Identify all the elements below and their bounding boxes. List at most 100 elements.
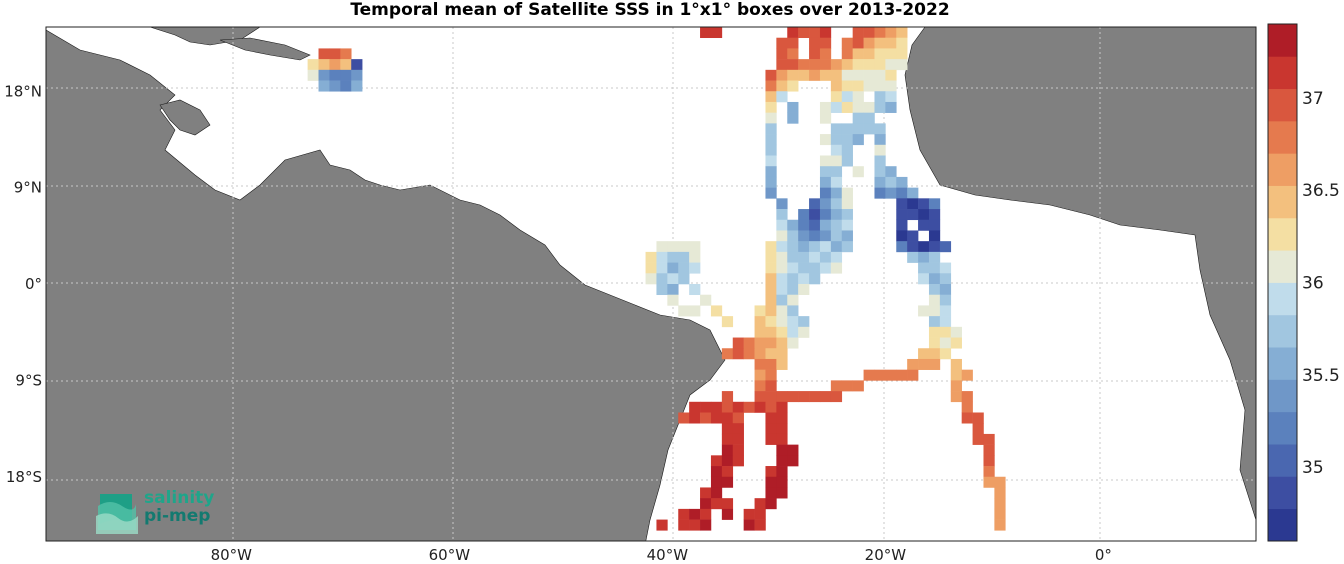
colorbar-segment	[1268, 24, 1297, 57]
sss-cell	[765, 262, 777, 274]
sss-cell	[885, 69, 897, 81]
sss-cell	[776, 273, 788, 285]
sss-cell	[787, 262, 799, 274]
sss-cell	[939, 262, 952, 274]
sss-cell	[776, 348, 788, 360]
colorbar-tick-label: 37	[1302, 89, 1324, 109]
sss-cell	[765, 176, 777, 188]
sss-cell	[710, 487, 723, 499]
sss-cell	[732, 423, 744, 435]
sss-cell	[994, 508, 1006, 520]
logo-wave-icon	[96, 494, 138, 534]
sss-cell	[863, 59, 875, 71]
sss-cell	[689, 262, 701, 274]
sss-cell	[776, 391, 788, 403]
sss-cell	[809, 230, 821, 242]
sss-cell	[765, 241, 777, 253]
sss-cell	[830, 219, 843, 231]
sss-cell	[928, 230, 941, 242]
sss-cell	[787, 337, 799, 349]
sss-cell	[765, 316, 777, 328]
sss-cell	[852, 59, 864, 71]
sss-cell	[667, 284, 679, 296]
sss-cell	[776, 230, 788, 242]
sss-cell	[721, 466, 734, 478]
sss-cell	[798, 241, 810, 253]
sss-cell	[721, 433, 734, 445]
sss-cell	[918, 219, 930, 231]
sss-cell	[798, 251, 810, 263]
sss-cell	[776, 305, 788, 317]
sss-cell	[721, 401, 734, 413]
sss-cell	[732, 455, 744, 467]
sss-cell	[819, 219, 832, 231]
sss-cell	[700, 412, 712, 424]
sss-cell	[841, 198, 853, 210]
sss-cell	[852, 101, 864, 113]
sss-cell	[939, 294, 952, 306]
sss-cell	[787, 284, 799, 296]
sss-cell	[830, 262, 843, 274]
sss-cell	[721, 391, 734, 403]
sss-cell	[787, 112, 799, 124]
sss-cell	[830, 155, 843, 167]
sss-cell	[765, 101, 777, 113]
sss-cell	[983, 466, 995, 478]
sss-cell	[776, 444, 788, 456]
latitude-tick-label: 9°N	[14, 179, 42, 197]
sss-cell	[939, 284, 952, 296]
sss-cell	[710, 455, 723, 467]
sss-cell	[972, 412, 984, 424]
sss-cell	[351, 80, 363, 92]
landmass-africa	[904, 27, 1256, 521]
sss-cell	[754, 358, 766, 370]
sss-cell	[896, 198, 908, 210]
sss-cell	[928, 262, 941, 274]
sss-cell	[950, 391, 962, 403]
sss-cell	[765, 155, 777, 167]
sss-cell	[841, 209, 853, 221]
sss-cell	[819, 37, 832, 49]
sss-cell	[787, 219, 799, 231]
sss-cell	[830, 123, 843, 135]
sss-cell	[907, 198, 919, 210]
sss-cell	[896, 219, 908, 231]
sss-cell	[918, 262, 930, 274]
sss-cell	[765, 412, 777, 424]
sss-cell	[329, 48, 341, 60]
sss-cell	[678, 241, 690, 253]
colorbar-tick-label: 36	[1302, 274, 1324, 294]
sss-cell	[928, 241, 941, 253]
sss-cell	[939, 241, 952, 253]
sss-cell	[852, 48, 864, 60]
sss-cell	[896, 230, 908, 242]
sss-cell	[798, 316, 810, 328]
sss-cell	[983, 455, 995, 467]
sss-cell	[776, 251, 788, 263]
chart-title: Temporal mean of Satellite SSS in 1°x1° …	[350, 0, 950, 20]
sss-cell	[700, 519, 712, 531]
sss-cell	[841, 155, 853, 167]
sss-cell	[819, 69, 832, 81]
colorbar-segment	[1268, 153, 1297, 186]
sss-cell	[809, 37, 821, 49]
sss-cell	[896, 176, 908, 188]
sss-cell	[819, 262, 832, 274]
sss-cell	[841, 37, 853, 49]
sss-cell	[983, 433, 995, 445]
sss-cell	[961, 391, 973, 403]
sss-cell	[776, 412, 788, 424]
sss-cell	[863, 80, 875, 92]
sss-cell	[710, 27, 723, 39]
sss-cell	[972, 433, 984, 445]
longitude-tick-label: 80°W	[211, 546, 253, 564]
sss-cell	[329, 59, 341, 71]
sss-cell	[329, 80, 341, 92]
colorbar-segment	[1268, 282, 1297, 316]
sss-cell	[852, 166, 864, 178]
sss-cell	[667, 251, 679, 263]
sss-cell	[765, 134, 777, 146]
sss-cell	[787, 230, 799, 242]
sss-cell	[721, 508, 734, 520]
sss-cell	[939, 316, 952, 328]
